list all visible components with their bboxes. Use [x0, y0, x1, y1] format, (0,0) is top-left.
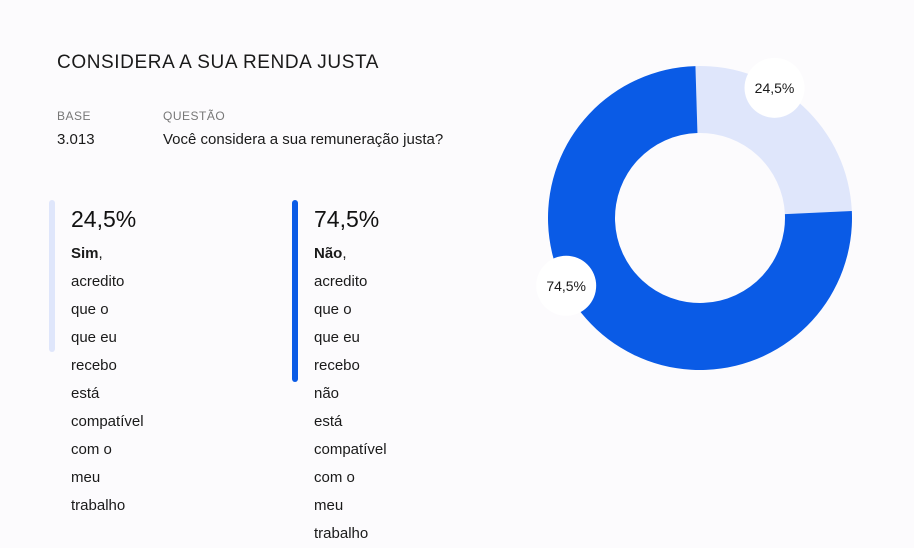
donut-chart: 24,5% 74,5%	[536, 57, 852, 371]
stat-nao-line: está compatível	[314, 413, 387, 458]
question-text: Você considera a sua remuneração justa?	[163, 131, 444, 148]
stat-sim-line: que eu recebo está	[71, 329, 117, 402]
stat-sim-bar	[49, 200, 55, 352]
stat-sim-line: , acredito que o	[71, 245, 125, 318]
base-label: BASE	[57, 109, 92, 123]
donut-label-nao: 74,5%	[536, 255, 597, 316]
stat-nao-line: que eu recebo não	[314, 329, 360, 402]
stat-sim-answer: Sim	[71, 245, 99, 262]
donut-slice-nao	[548, 66, 852, 371]
stat-nao-percent: 74,5%	[314, 206, 380, 232]
base-value: 3.013	[57, 131, 95, 148]
label-text: 24,5%	[755, 80, 795, 96]
chart-title: CONSIDERA A SUA RENDA JUSTA	[57, 52, 380, 73]
stat-nao-line: , acredito que o	[314, 245, 368, 318]
label-text: 74,5%	[546, 278, 586, 294]
donut-label-sim: 24,5%	[744, 57, 805, 118]
stat-nao-answer: Não	[314, 245, 343, 262]
stat-sim-description: Sim, acredito que o que eu recebo está c…	[71, 240, 144, 520]
question-label: QUESTÃO	[163, 109, 226, 123]
stat-nao-line: trabalho	[314, 525, 369, 542]
stat-sim-line: meu trabalho	[71, 469, 126, 514]
stat-sim-percent: 24,5%	[71, 206, 137, 232]
stat-nao-bar	[292, 200, 298, 382]
stat-sim-line: compatível com o	[71, 413, 144, 458]
donut-slice-sim	[695, 66, 852, 215]
label-bubble	[744, 57, 805, 118]
stat-nao-line: com o meu	[314, 469, 355, 514]
stat-nao-description: Não, acredito que o que eu recebo não es…	[314, 240, 387, 548]
label-bubble	[536, 255, 597, 316]
